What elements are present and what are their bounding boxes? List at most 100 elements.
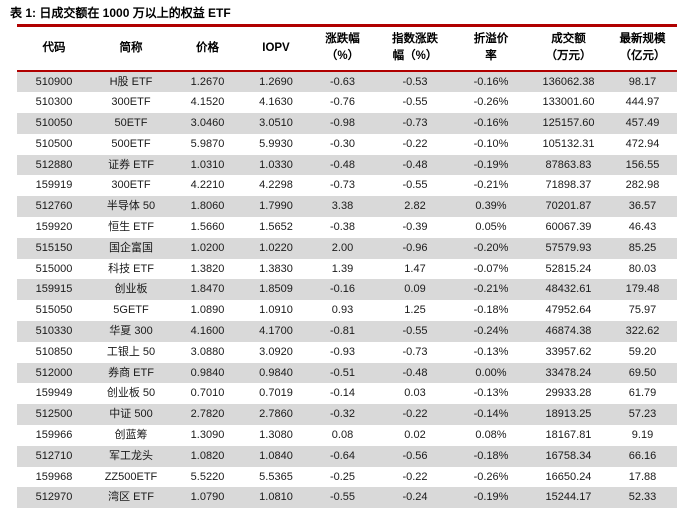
cell-idx_chg: -0.24 xyxy=(377,487,453,508)
cell-aum: 457.49 xyxy=(608,113,677,134)
column-header-iopv: IOPV xyxy=(244,26,308,71)
cell-idx_chg: -0.39 xyxy=(377,217,453,238)
cell-code: 510330 xyxy=(17,321,91,342)
cell-code: 159919 xyxy=(17,175,91,196)
cell-idx_chg: -0.55 xyxy=(377,321,453,342)
cell-turnover: 133001.60 xyxy=(529,92,608,113)
cell-aum: 52.33 xyxy=(608,487,677,508)
cell-aum: 57.23 xyxy=(608,404,677,425)
cell-turnover: 125157.60 xyxy=(529,113,608,134)
cell-aum: 36.57 xyxy=(608,196,677,217)
cell-name: 500ETF xyxy=(91,134,171,155)
cell-idx_chg: -0.73 xyxy=(377,113,453,134)
cell-idx_chg: 0.03 xyxy=(377,383,453,404)
cell-aum: 444.97 xyxy=(608,92,677,113)
cell-chg: -0.51 xyxy=(308,363,377,384)
cell-code: 512500 xyxy=(17,404,91,425)
cell-code: 510850 xyxy=(17,342,91,363)
cell-premium: -0.18% xyxy=(453,300,529,321)
cell-aum: 9.19 xyxy=(608,425,677,446)
cell-price: 2.7820 xyxy=(171,404,244,425)
cell-idx_chg: 0.09 xyxy=(377,279,453,300)
cell-premium: -0.16% xyxy=(453,71,529,93)
cell-price: 3.0460 xyxy=(171,113,244,134)
cell-turnover: 52815.24 xyxy=(529,259,608,280)
cell-turnover: 105132.31 xyxy=(529,134,608,155)
cell-name: 创蓝筹 xyxy=(91,425,171,446)
cell-name: 半导体 50 xyxy=(91,196,171,217)
cell-price: 1.0790 xyxy=(171,487,244,508)
cell-chg: -0.30 xyxy=(308,134,377,155)
cell-turnover: 70201.87 xyxy=(529,196,608,217)
cell-name: 军工龙头 xyxy=(91,446,171,467)
cell-aum: 59.20 xyxy=(608,342,677,363)
cell-aum: 75.97 xyxy=(608,300,677,321)
cell-price: 1.8060 xyxy=(171,196,244,217)
cell-iopv: 0.7019 xyxy=(244,383,308,404)
cell-chg: -0.63 xyxy=(308,71,377,93)
cell-price: 5.9870 xyxy=(171,134,244,155)
cell-premium: -0.19% xyxy=(453,487,529,508)
cell-code: 159966 xyxy=(17,425,91,446)
cell-code: 512710 xyxy=(17,446,91,467)
cell-iopv: 5.9930 xyxy=(244,134,308,155)
cell-chg: -0.38 xyxy=(308,217,377,238)
cell-chg: -0.93 xyxy=(308,342,377,363)
cell-name: 中证 500 xyxy=(91,404,171,425)
cell-price: 1.8470 xyxy=(171,279,244,300)
cell-code: 515050 xyxy=(17,300,91,321)
cell-premium: -0.07% xyxy=(453,259,529,280)
cell-price: 1.3820 xyxy=(171,259,244,280)
cell-chg: -0.73 xyxy=(308,175,377,196)
cell-premium: -0.16% xyxy=(453,113,529,134)
cell-name: 工银上 50 xyxy=(91,342,171,363)
cell-premium: 0.00% xyxy=(453,363,529,384)
cell-iopv: 5.5365 xyxy=(244,467,308,488)
cell-name: 恒生 ETF xyxy=(91,217,171,238)
cell-name: 券商 ETF xyxy=(91,363,171,384)
cell-turnover: 33478.24 xyxy=(529,363,608,384)
cell-iopv: 1.8509 xyxy=(244,279,308,300)
cell-idx_chg: 2.82 xyxy=(377,196,453,217)
cell-idx_chg: -0.48 xyxy=(377,363,453,384)
cell-aum: 156.55 xyxy=(608,155,677,176)
cell-name: 国企富国 xyxy=(91,238,171,259)
cell-chg: -0.16 xyxy=(308,279,377,300)
cell-premium: -0.21% xyxy=(453,279,529,300)
cell-price: 4.2210 xyxy=(171,175,244,196)
cell-turnover: 87863.83 xyxy=(529,155,608,176)
cell-aum: 282.98 xyxy=(608,175,677,196)
cell-price: 1.5660 xyxy=(171,217,244,238)
column-header-name: 简称 xyxy=(91,26,171,71)
cell-turnover: 48432.61 xyxy=(529,279,608,300)
cell-price: 3.0880 xyxy=(171,342,244,363)
cell-iopv: 1.0910 xyxy=(244,300,308,321)
cell-code: 512760 xyxy=(17,196,91,217)
cell-idx_chg: -0.96 xyxy=(377,238,453,259)
cell-premium: 0.05% xyxy=(453,217,529,238)
cell-chg: 2.00 xyxy=(308,238,377,259)
cell-iopv: 1.3830 xyxy=(244,259,308,280)
cell-price: 1.0310 xyxy=(171,155,244,176)
column-header-aum: 最新规模 （亿元） xyxy=(608,26,677,71)
table-title: 表 1: 日成交额在 1000 万以上的权益 ETF xyxy=(0,0,693,24)
cell-price: 4.1520 xyxy=(171,92,244,113)
cell-aum: 98.17 xyxy=(608,71,677,93)
cell-chg: -0.48 xyxy=(308,155,377,176)
cell-turnover: 16650.24 xyxy=(529,467,608,488)
cell-idx_chg: -0.22 xyxy=(377,467,453,488)
cell-aum: 85.25 xyxy=(608,238,677,259)
cell-chg: 0.93 xyxy=(308,300,377,321)
